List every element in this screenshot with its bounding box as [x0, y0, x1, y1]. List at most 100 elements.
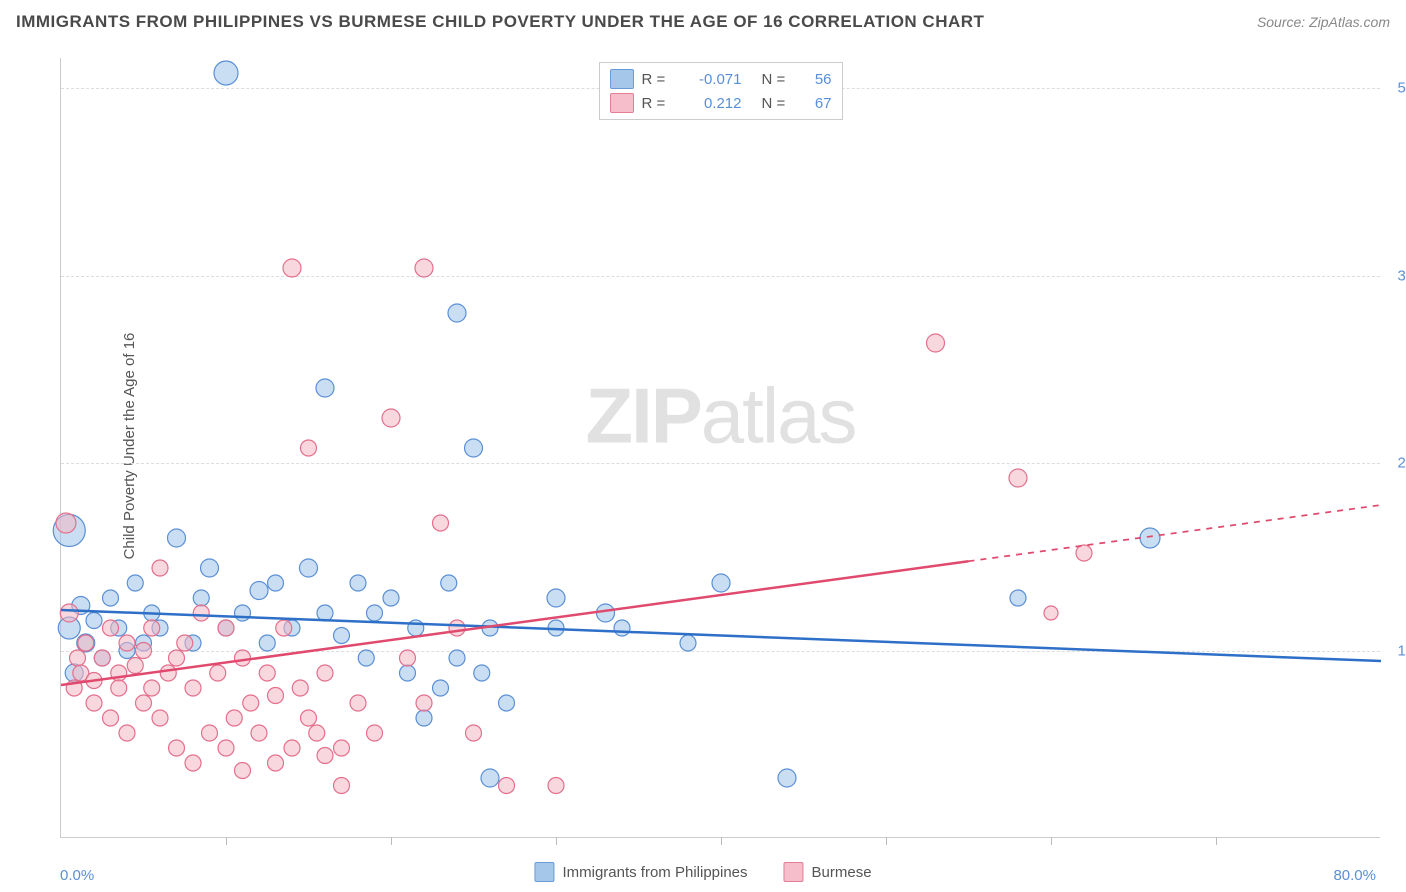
- plot-area: ZIPatlas 12.5%25.0%37.5%50.0% R = -0.071…: [60, 58, 1380, 838]
- legend-label: Burmese: [812, 864, 872, 881]
- data-point: [284, 740, 300, 756]
- legend-stats-row: R = 0.212 N = 67: [610, 91, 832, 115]
- data-point: [86, 695, 102, 711]
- data-point: [441, 575, 457, 591]
- data-point: [214, 61, 238, 85]
- legend-stats: R = -0.071 N = 56 R = 0.212 N = 67: [599, 62, 843, 120]
- data-point: [185, 680, 201, 696]
- data-point: [481, 769, 499, 787]
- data-point: [235, 763, 251, 779]
- data-point: [317, 605, 333, 621]
- data-point: [94, 650, 110, 666]
- data-point: [499, 778, 515, 794]
- data-point: [160, 665, 176, 681]
- data-point: [103, 590, 119, 606]
- data-point: [383, 590, 399, 606]
- data-point: [283, 259, 301, 277]
- data-point: [235, 650, 251, 666]
- regression-line-dashed: [969, 505, 1382, 561]
- r-label: R =: [642, 71, 674, 88]
- data-point: [358, 650, 374, 666]
- data-point: [136, 695, 152, 711]
- x-tick: [886, 837, 887, 845]
- data-point: [449, 620, 465, 636]
- data-point: [185, 755, 201, 771]
- data-point: [680, 635, 696, 651]
- data-point: [597, 604, 615, 622]
- data-point: [317, 665, 333, 681]
- data-point: [778, 769, 796, 787]
- data-point: [136, 643, 152, 659]
- regression-line: [61, 561, 969, 685]
- data-point: [127, 658, 143, 674]
- data-point: [250, 582, 268, 600]
- legend-item: Immigrants from Philippines: [534, 862, 747, 882]
- x-tick: [721, 837, 722, 845]
- data-point: [202, 725, 218, 741]
- data-point: [276, 620, 292, 636]
- data-point: [350, 695, 366, 711]
- r-value: -0.071: [682, 71, 742, 88]
- swatch-icon: [534, 862, 554, 882]
- data-point: [317, 748, 333, 764]
- data-point: [144, 680, 160, 696]
- data-point: [416, 695, 432, 711]
- r-label: R =: [642, 95, 674, 112]
- data-point: [301, 440, 317, 456]
- data-point: [177, 635, 193, 651]
- data-point: [334, 628, 350, 644]
- y-tick-label: 50.0%: [1385, 80, 1406, 97]
- data-point: [334, 740, 350, 756]
- data-point: [70, 650, 86, 666]
- data-point: [499, 695, 515, 711]
- x-axis-min: 0.0%: [60, 867, 94, 884]
- data-point: [86, 613, 102, 629]
- data-point: [1009, 469, 1027, 487]
- data-point: [712, 574, 730, 592]
- data-point: [243, 695, 259, 711]
- data-point: [226, 710, 242, 726]
- scatter-svg: [61, 58, 1380, 837]
- n-value: 67: [800, 95, 832, 112]
- data-point: [268, 688, 284, 704]
- data-point: [103, 710, 119, 726]
- n-value: 56: [800, 71, 832, 88]
- data-point: [119, 635, 135, 651]
- data-point: [268, 755, 284, 771]
- data-point: [300, 559, 318, 577]
- data-point: [614, 620, 630, 636]
- data-point: [169, 740, 185, 756]
- data-point: [292, 680, 308, 696]
- swatch-icon: [610, 93, 634, 113]
- data-point: [259, 665, 275, 681]
- data-point: [1010, 590, 1026, 606]
- n-label: N =: [762, 95, 792, 112]
- data-point: [193, 605, 209, 621]
- swatch-icon: [610, 69, 634, 89]
- data-point: [400, 665, 416, 681]
- x-tick: [1216, 837, 1217, 845]
- y-tick-label: 25.0%: [1385, 455, 1406, 472]
- data-point: [927, 334, 945, 352]
- data-point: [193, 590, 209, 606]
- legend-stats-row: R = -0.071 N = 56: [610, 67, 832, 91]
- data-point: [400, 650, 416, 666]
- data-point: [416, 710, 432, 726]
- data-point: [78, 635, 94, 651]
- data-point: [259, 635, 275, 651]
- data-point: [1140, 528, 1160, 548]
- data-point: [127, 575, 143, 591]
- data-point: [144, 620, 160, 636]
- data-point: [350, 575, 366, 591]
- data-point: [218, 620, 234, 636]
- r-value: 0.212: [682, 95, 742, 112]
- y-tick-label: 37.5%: [1385, 267, 1406, 284]
- data-point: [382, 409, 400, 427]
- data-point: [449, 650, 465, 666]
- regression-line: [61, 610, 1381, 661]
- data-point: [152, 710, 168, 726]
- data-point: [433, 680, 449, 696]
- data-point: [152, 560, 168, 576]
- legend-label: Immigrants from Philippines: [562, 864, 747, 881]
- data-point: [268, 575, 284, 591]
